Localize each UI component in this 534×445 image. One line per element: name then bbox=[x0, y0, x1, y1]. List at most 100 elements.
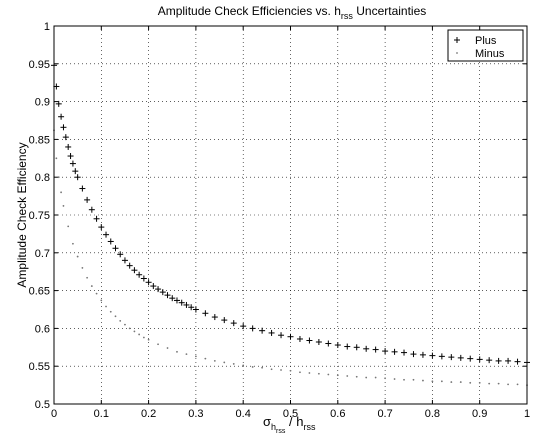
legend-box bbox=[447, 29, 524, 62]
plus-point bbox=[103, 231, 110, 238]
plus-point bbox=[173, 297, 180, 304]
legend: Plus Minus bbox=[447, 29, 524, 62]
minus-point bbox=[327, 373, 330, 376]
plus-point bbox=[230, 320, 237, 327]
plus-point bbox=[140, 275, 147, 282]
plus-point bbox=[457, 354, 464, 361]
plus-point bbox=[98, 224, 105, 231]
minus-point bbox=[72, 242, 74, 245]
minus-point bbox=[299, 371, 301, 374]
minus-point bbox=[147, 338, 150, 341]
minus-point bbox=[109, 310, 112, 313]
minus-point bbox=[60, 191, 62, 194]
minus-point bbox=[308, 372, 311, 374]
grid-lines bbox=[54, 26, 527, 404]
plus-point bbox=[514, 358, 521, 365]
minus-point bbox=[86, 276, 89, 279]
chart-title: Amplitude Check Efficiencies vs. hrss Un… bbox=[158, 4, 427, 21]
plus-point bbox=[221, 317, 228, 324]
plus-point bbox=[145, 279, 152, 286]
plus-point bbox=[55, 100, 62, 107]
plus-point bbox=[72, 168, 79, 175]
x-tick-label: 0.1 bbox=[94, 408, 109, 420]
minus-point bbox=[478, 381, 481, 384]
plus-point bbox=[429, 352, 436, 359]
minus-point bbox=[440, 380, 443, 383]
plus-point bbox=[117, 251, 124, 258]
x-tick-label: 0 bbox=[51, 408, 57, 420]
minus-point bbox=[119, 319, 122, 322]
plus-point bbox=[62, 134, 69, 141]
plus-point bbox=[344, 343, 351, 350]
minus-point bbox=[157, 343, 159, 346]
y-tick-label: 0.7 bbox=[35, 248, 50, 260]
y-tick-label: 0.6 bbox=[35, 323, 50, 335]
minus-point bbox=[185, 353, 188, 356]
minus-point bbox=[261, 366, 264, 369]
minus-point bbox=[124, 323, 126, 326]
minus-point bbox=[100, 299, 103, 302]
minus-point bbox=[166, 347, 169, 349]
plus-point bbox=[315, 339, 322, 346]
plus-point bbox=[325, 340, 332, 347]
plus-point bbox=[296, 335, 303, 342]
y-tick-label: 0.8 bbox=[35, 172, 50, 184]
y-tick-label: 0.5 bbox=[35, 399, 50, 411]
minus-point bbox=[62, 205, 65, 207]
minus-point bbox=[270, 368, 273, 371]
minus-point bbox=[412, 378, 415, 381]
minus-point bbox=[128, 327, 131, 330]
minus-point bbox=[138, 333, 141, 336]
plus-point bbox=[107, 238, 114, 245]
x-tick-label: 0.6 bbox=[330, 408, 345, 420]
series-minus bbox=[53, 129, 528, 386]
plus-point bbox=[150, 283, 157, 290]
plus-point bbox=[278, 332, 285, 339]
minus-point bbox=[280, 369, 282, 371]
minus-point bbox=[403, 378, 405, 381]
minus-point bbox=[213, 360, 216, 362]
y-tick-label: 1 bbox=[44, 21, 50, 33]
plot-border bbox=[53, 25, 528, 405]
minus-point bbox=[469, 381, 472, 384]
plus-point bbox=[334, 342, 341, 349]
plus-point bbox=[505, 357, 512, 364]
x-tick-label: 0.3 bbox=[188, 408, 203, 420]
plus-point bbox=[155, 286, 162, 293]
plus-point bbox=[159, 289, 166, 296]
x-tick-label: 0.7 bbox=[377, 408, 392, 420]
minus-point bbox=[488, 382, 491, 385]
y-axis-ticks: 0.5 0.55 0.6 0.65 0.7 0.75 0.8 0.85 0.9 0.95 1 bbox=[29, 21, 527, 411]
minus-point bbox=[374, 376, 377, 379]
minus-point bbox=[57, 176, 60, 179]
plus-point bbox=[74, 174, 81, 181]
x-axis-ticks: 0 0.1 0.2 0.3 0.4 0.5 0.6 0.7 0.8 0.9 1 bbox=[51, 26, 530, 420]
minus-point bbox=[142, 336, 145, 339]
plus-point bbox=[410, 351, 417, 358]
minus-point bbox=[365, 376, 368, 379]
plus-point bbox=[382, 348, 389, 355]
minus-point bbox=[507, 383, 509, 386]
plus-point bbox=[84, 196, 91, 203]
y-tick-label: 0.9 bbox=[35, 97, 50, 109]
plus-point bbox=[69, 160, 76, 167]
minus-point bbox=[289, 369, 292, 372]
minus-point bbox=[133, 330, 136, 333]
plus-point bbox=[169, 295, 176, 302]
y-axis-label: Amplitude Check Efficiency bbox=[15, 142, 29, 287]
plus-point bbox=[58, 113, 65, 120]
plus-point bbox=[306, 337, 313, 344]
plus-point bbox=[126, 262, 133, 269]
y-tick-label: 0.65 bbox=[29, 286, 50, 298]
plus-point bbox=[178, 299, 185, 306]
y-tick-label: 0.85 bbox=[29, 134, 50, 146]
plus-point bbox=[121, 257, 128, 264]
minus-point bbox=[105, 305, 107, 308]
minus-point bbox=[223, 361, 226, 364]
plus-point bbox=[188, 304, 195, 311]
minus-point bbox=[393, 378, 396, 380]
plus-point bbox=[486, 357, 493, 364]
minus-point bbox=[251, 366, 254, 368]
plus-point bbox=[259, 327, 266, 334]
